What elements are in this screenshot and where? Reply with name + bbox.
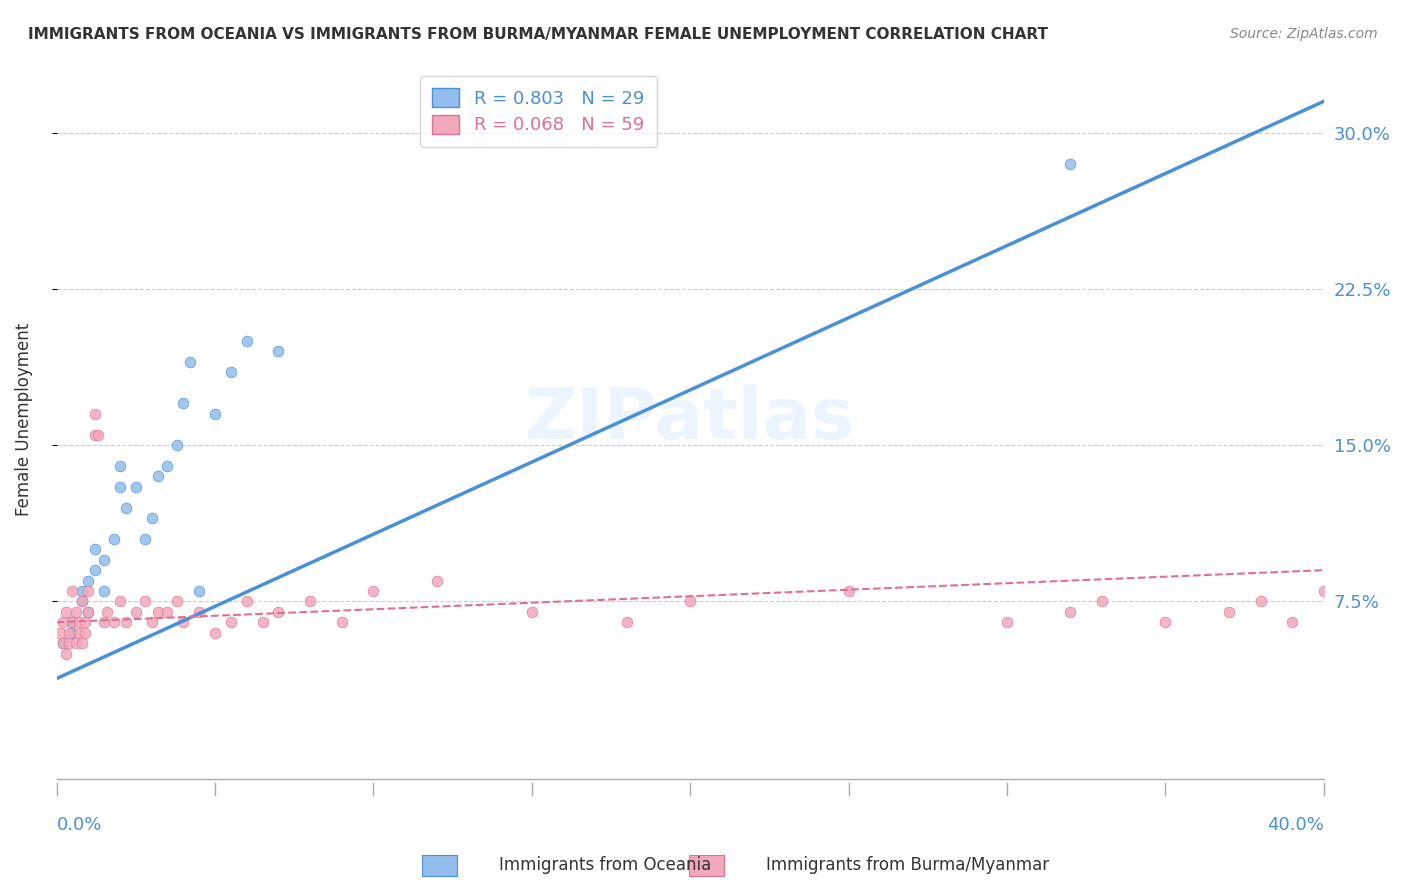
Point: [166, 438, 188, 452]
Point: [108, 480, 131, 494]
Point: [65, 636, 87, 650]
Point: [93, 584, 115, 599]
Point: [108, 594, 131, 608]
Point: [172, 396, 194, 410]
Point: [70, 594, 93, 608]
Point: [77, 605, 100, 619]
Text: 40.0%: 40.0%: [1267, 816, 1324, 834]
Point: [219, 615, 242, 630]
Point: [838, 584, 860, 599]
Point: [108, 458, 131, 473]
Point: [1250, 594, 1272, 608]
Point: [93, 553, 115, 567]
Point: [67, 615, 90, 630]
Point: [363, 584, 385, 599]
Point: [125, 480, 148, 494]
Point: [134, 532, 156, 546]
Point: [1059, 605, 1081, 619]
Point: [62, 615, 84, 630]
Point: [115, 615, 138, 630]
Point: [172, 615, 194, 630]
Point: [252, 615, 274, 630]
Point: [77, 574, 100, 588]
Point: [62, 615, 84, 630]
Point: [103, 615, 125, 630]
Point: [83, 563, 105, 577]
Point: [219, 365, 242, 379]
Point: [146, 469, 169, 483]
Point: [67, 625, 90, 640]
Point: [77, 584, 100, 599]
Point: [58, 625, 80, 640]
Point: [55, 605, 77, 619]
Point: [77, 605, 100, 619]
Point: [103, 532, 125, 546]
Point: [1218, 605, 1240, 619]
Point: [49, 625, 72, 640]
Point: [679, 594, 702, 608]
Point: [1154, 615, 1177, 630]
Point: [141, 615, 163, 630]
Point: [62, 584, 84, 599]
Text: IMMIGRANTS FROM OCEANIA VS IMMIGRANTS FROM BURMA/MYANMAR FEMALE UNEMPLOYMENT COR: IMMIGRANTS FROM OCEANIA VS IMMIGRANTS FR…: [28, 27, 1047, 42]
Point: [520, 605, 543, 619]
Point: [52, 636, 75, 650]
Point: [83, 407, 105, 421]
Point: [1376, 605, 1399, 619]
Point: [134, 594, 156, 608]
Point: [426, 574, 449, 588]
Text: Immigrants from Burma/Myanmar: Immigrants from Burma/Myanmar: [766, 856, 1049, 874]
Point: [267, 344, 290, 359]
Point: [299, 594, 322, 608]
Point: [267, 605, 290, 619]
Point: [70, 636, 93, 650]
Point: [52, 636, 75, 650]
Point: [1059, 157, 1081, 171]
Point: [70, 594, 93, 608]
Point: [188, 584, 211, 599]
Point: [235, 594, 257, 608]
Text: Source: ZipAtlas.com: Source: ZipAtlas.com: [1230, 27, 1378, 41]
Point: [146, 605, 169, 619]
Point: [1344, 574, 1367, 588]
Point: [75, 615, 97, 630]
Point: [330, 615, 353, 630]
Point: [1281, 615, 1303, 630]
Point: [87, 427, 110, 442]
Point: [75, 625, 97, 640]
Text: Immigrants from Oceania: Immigrants from Oceania: [499, 856, 711, 874]
Point: [141, 511, 163, 525]
Point: [156, 605, 179, 619]
Point: [83, 542, 105, 557]
Point: [83, 427, 105, 442]
Point: [52, 615, 75, 630]
Y-axis label: Female Unemployment: Female Unemployment: [15, 322, 32, 516]
Point: [1313, 584, 1336, 599]
Point: [93, 615, 115, 630]
Point: [58, 636, 80, 650]
Point: [96, 605, 118, 619]
Point: [70, 584, 93, 599]
Point: [204, 407, 226, 421]
Point: [62, 625, 84, 640]
Point: [995, 615, 1018, 630]
Point: [125, 605, 148, 619]
Point: [156, 458, 179, 473]
Point: [204, 625, 226, 640]
Text: 0.0%: 0.0%: [56, 816, 103, 834]
Point: [1091, 594, 1114, 608]
Legend: R = 0.803   N = 29, R = 0.068   N = 59: R = 0.803 N = 29, R = 0.068 N = 59: [419, 76, 657, 147]
Point: [616, 615, 638, 630]
Point: [235, 334, 257, 348]
Point: [166, 594, 188, 608]
Point: [65, 605, 87, 619]
Point: [188, 605, 211, 619]
Point: [179, 355, 201, 369]
Point: [55, 647, 77, 661]
Text: ZIPatlas: ZIPatlas: [526, 384, 855, 454]
Point: [115, 500, 138, 515]
